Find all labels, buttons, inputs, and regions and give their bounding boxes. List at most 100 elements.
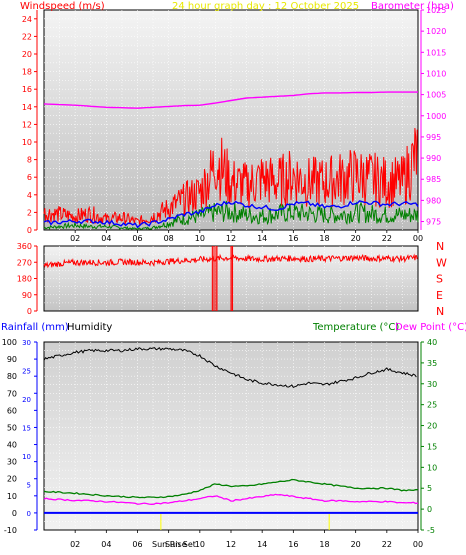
compass-label: E [436,289,443,302]
barometer-tick-label: 1010 [426,69,446,78]
wind-time-tick-label: 10 [195,234,205,243]
barometer-tick-label: 1005 [426,91,446,100]
rainfall-label: Rainfall (mm) [1,322,69,333]
windspeed-tick-label: 20 [22,50,32,59]
temperature-tick-label: 35 [427,359,437,368]
rainfall-tick-label: 30 [22,339,31,347]
rainfall-tick-label: 10 [22,453,31,461]
barometer-tick-label: 995 [426,133,441,142]
windspeed-gust-line [43,127,418,227]
wind-time-tick-label: 18 [319,234,329,243]
temperature-line [43,478,418,499]
barometer-tick-label: 980 [426,196,441,205]
windspeed-tick-label: 4 [27,191,32,200]
humidity-tick-label: 50 [7,423,17,432]
humidity-time-tick-label: 20 [351,540,361,549]
wind-time-tick-label: 22 [382,234,392,243]
humidity-tick-label: 20 [7,475,17,484]
rainfall-tick-label: 20 [22,396,31,404]
temperature-tick-label: 5 [427,484,432,493]
sun-set-label: Sun Set [165,540,196,549]
humidity-time-tick-label: 14 [257,540,267,549]
barometer-label: Barometer (hpa) [371,1,454,12]
rainfall-tick-label: 15 [22,424,31,432]
wind-time-tick-label: 16 [288,234,298,243]
wind-time-tick-label: 00 [413,234,423,243]
compass-label: N [436,305,444,318]
wind-time-tick-label: 20 [351,234,361,243]
direction-tick-label: 180 [17,275,32,284]
humidity-tick-label: 0 [12,509,17,518]
wind-time-tick-label: 08 [164,234,174,243]
direction-tick-label: 90 [22,291,32,300]
humidity-time-tick-label: 02 [70,540,80,549]
barometer-tick-label: 1000 [426,112,446,121]
humidity-label: Humidity [67,322,112,333]
compass-label: S [436,273,443,286]
barometer-line [43,91,418,109]
direction-tick-label: 0 [27,307,32,316]
humidity-axis: -10 0 10 20 30 40 50 60 70 80 90 100 0 5 10 15 20 25 30 [2,338,38,535]
direction-tick-label: 270 [17,258,32,267]
windspeed-tick-label: 0 [27,226,32,235]
humidity-tick-label: -10 [4,526,17,535]
dewpoint-label: Dew Point (°C) [395,322,466,333]
humidity-tick-label: 10 [7,492,17,501]
windspeed-tick-label: 24 [22,15,32,24]
windspeed-tick-label: 2 [27,208,32,217]
windspeed-tick-label: 8 [27,156,32,165]
wind-direction-swing [212,246,217,311]
windspeed-tick-label: 18 [22,68,32,77]
humidity-tick-label: 30 [7,458,17,467]
windspeed-tick-label: 14 [22,103,32,112]
barometer-tick-label: 1025 [426,6,446,15]
humidity-time-axis: 02 04 06 10 12 14 16 18 20 22 00 [70,530,423,549]
compass-label: W [436,256,447,269]
wind-time-tick-label: 06 [132,234,142,243]
barometer-axis: 975 980 985 990 995 1000 1005 1010 1015 1020 1025 [420,6,446,230]
humidity-time-tick-label: 00 [413,540,423,549]
wind-low-line [43,200,419,231]
wind-time-tick-label: 04 [101,234,111,243]
humidity-time-tick-label: 04 [101,540,111,549]
windspeed-tick-label: 12 [22,120,32,129]
humidity-time-tick-label: 10 [195,540,205,549]
wind-time-axis: 02 04 06 08 10 12 14 16 18 20 22 00 [70,230,423,243]
temperature-axis: -5 0 5 10 15 20 25 30 35 40 [420,338,437,535]
dewpoint-line [43,493,419,505]
wind-series [43,91,419,231]
temperature-tick-label: 0 [427,505,432,514]
humidity-line [43,346,417,389]
graph-title: 24 hour graph day : 12 October 2025 [172,1,359,12]
wind-direction-swing [231,246,233,311]
temperature-tick-label: 15 [427,442,437,451]
windspeed-tick-label: 10 [22,138,32,147]
humidity-time-tick-label: 18 [319,540,329,549]
humidity-tick-label: 70 [7,389,17,398]
windspeed-tick-label: 16 [22,85,32,94]
humidity-time-tick-label: 16 [288,540,298,549]
temperature-tick-label: -5 [427,526,435,535]
rainfall-tick-label: 25 [22,367,31,375]
barometer-tick-label: 1020 [426,27,446,36]
rainfall-tick-label: 0 [27,510,31,518]
humidity-time-tick-label: 06 [132,540,142,549]
humidity-tick-label: 100 [2,338,17,347]
barometer-tick-label: 985 [426,175,441,184]
wind-time-tick-label: 12 [226,234,236,243]
humidity-tick-label: 40 [7,441,17,450]
barometer-tick-label: 1015 [426,48,446,57]
direction-axis: 0 90 180 270 360 [17,242,38,316]
windspeed-average-line [43,200,419,229]
humidity-time-tick-label: 12 [226,540,236,549]
temperature-tick-label: 25 [427,401,437,410]
compass-label: N [436,240,444,253]
windspeed-tick-label: 22 [22,32,32,41]
temperature-tick-label: 30 [427,380,437,389]
temperature-tick-label: 40 [427,338,437,347]
temperature-tick-label: 20 [427,422,437,431]
